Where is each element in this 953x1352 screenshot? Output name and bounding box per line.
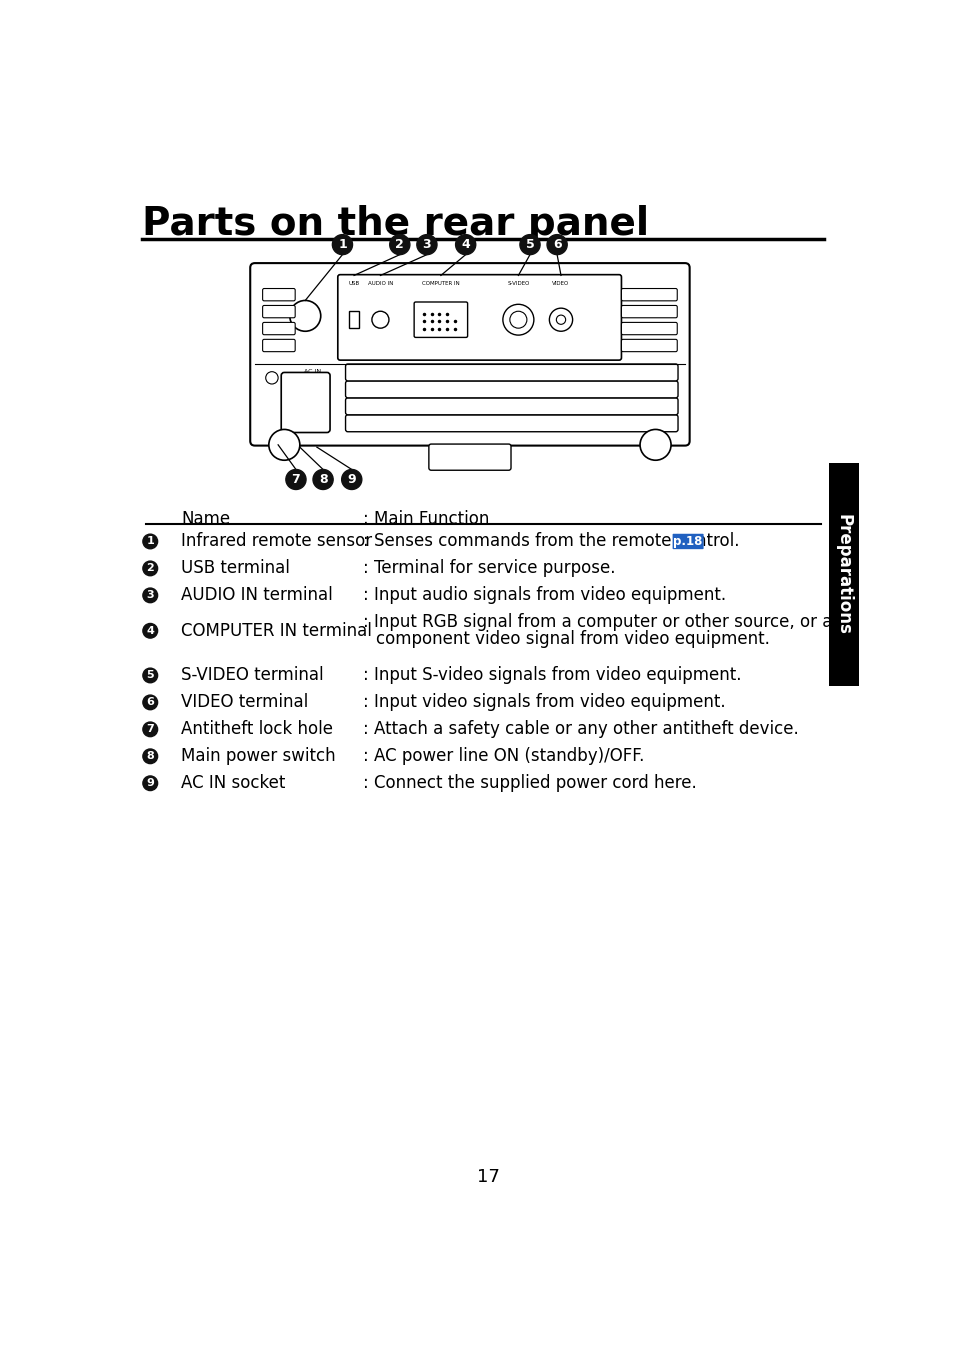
FancyBboxPatch shape bbox=[281, 372, 330, 433]
Text: : Input video signals from video equipment.: : Input video signals from video equipme… bbox=[363, 694, 725, 711]
Circle shape bbox=[266, 372, 278, 384]
Text: 1: 1 bbox=[337, 238, 347, 251]
Circle shape bbox=[143, 534, 157, 549]
Circle shape bbox=[556, 315, 565, 324]
Text: USB: USB bbox=[348, 281, 359, 285]
Circle shape bbox=[332, 235, 353, 254]
Text: : Connect the supplied power cord here.: : Connect the supplied power cord here. bbox=[363, 775, 697, 792]
Text: 4: 4 bbox=[461, 238, 470, 251]
FancyBboxPatch shape bbox=[672, 534, 703, 549]
Text: 1: 1 bbox=[146, 537, 154, 546]
Text: VIDEO: VIDEO bbox=[552, 281, 569, 285]
Circle shape bbox=[143, 588, 157, 603]
Text: AC IN: AC IN bbox=[304, 369, 321, 373]
FancyBboxPatch shape bbox=[414, 301, 467, 338]
Circle shape bbox=[456, 235, 476, 254]
Circle shape bbox=[286, 469, 306, 489]
FancyBboxPatch shape bbox=[620, 306, 677, 318]
Text: Main power switch: Main power switch bbox=[181, 748, 335, 765]
FancyBboxPatch shape bbox=[345, 364, 678, 381]
Bar bbox=[287, 397, 298, 408]
Text: p.18: p.18 bbox=[673, 535, 702, 548]
Text: AUDIO IN terminal: AUDIO IN terminal bbox=[181, 587, 333, 604]
Text: : Senses commands from the remote control.: : Senses commands from the remote contro… bbox=[363, 533, 740, 550]
Text: : AC power line ON (standby)/OFF.: : AC power line ON (standby)/OFF. bbox=[363, 748, 644, 765]
Text: : Main Function: : Main Function bbox=[363, 510, 489, 529]
Circle shape bbox=[549, 308, 572, 331]
Text: AC IN socket: AC IN socket bbox=[181, 775, 285, 792]
Text: : Input audio signals from video equipment.: : Input audio signals from video equipme… bbox=[363, 587, 726, 604]
FancyBboxPatch shape bbox=[262, 339, 294, 352]
FancyBboxPatch shape bbox=[345, 415, 678, 431]
FancyBboxPatch shape bbox=[348, 311, 359, 329]
Text: COMPUTER IN terminal: COMPUTER IN terminal bbox=[181, 622, 372, 639]
Text: 7: 7 bbox=[292, 473, 300, 485]
Circle shape bbox=[341, 469, 361, 489]
FancyBboxPatch shape bbox=[429, 443, 511, 470]
Text: Name: Name bbox=[181, 510, 230, 529]
Circle shape bbox=[143, 561, 157, 576]
Text: Parts on the rear panel: Parts on the rear panel bbox=[142, 204, 649, 242]
Circle shape bbox=[313, 469, 333, 489]
Circle shape bbox=[372, 311, 389, 329]
Bar bbox=[828, 462, 858, 685]
Text: 9: 9 bbox=[347, 473, 355, 485]
Text: 4: 4 bbox=[146, 626, 154, 635]
Text: 2: 2 bbox=[146, 564, 154, 573]
Circle shape bbox=[143, 623, 157, 638]
Circle shape bbox=[143, 695, 157, 710]
Text: VIDEO terminal: VIDEO terminal bbox=[181, 694, 308, 711]
FancyBboxPatch shape bbox=[620, 288, 677, 301]
Text: component video signal from video equipment.: component video signal from video equipm… bbox=[375, 630, 769, 648]
FancyBboxPatch shape bbox=[620, 322, 677, 335]
FancyBboxPatch shape bbox=[262, 306, 294, 318]
Circle shape bbox=[290, 300, 320, 331]
Circle shape bbox=[143, 749, 157, 764]
FancyBboxPatch shape bbox=[262, 288, 294, 301]
FancyBboxPatch shape bbox=[620, 339, 677, 352]
Text: 2: 2 bbox=[395, 238, 404, 251]
Text: : Attach a safety cable or any other antitheft device.: : Attach a safety cable or any other ant… bbox=[363, 721, 799, 738]
Text: : Terminal for service purpose.: : Terminal for service purpose. bbox=[363, 560, 616, 577]
Circle shape bbox=[502, 304, 534, 335]
Circle shape bbox=[416, 235, 436, 254]
Text: 5: 5 bbox=[525, 238, 534, 251]
Text: 17: 17 bbox=[477, 1168, 499, 1186]
Text: S-VIDEO terminal: S-VIDEO terminal bbox=[181, 667, 323, 684]
Text: Preparations: Preparations bbox=[834, 514, 852, 634]
Circle shape bbox=[143, 668, 157, 683]
Text: 3: 3 bbox=[146, 591, 153, 600]
Text: Infrared remote sensor: Infrared remote sensor bbox=[181, 533, 372, 550]
Text: 7: 7 bbox=[146, 725, 154, 734]
Circle shape bbox=[519, 235, 539, 254]
Circle shape bbox=[143, 722, 157, 737]
Text: 9: 9 bbox=[146, 779, 154, 788]
Text: 6: 6 bbox=[552, 238, 561, 251]
Text: : Input S-video signals from video equipment.: : Input S-video signals from video equip… bbox=[363, 667, 741, 684]
Circle shape bbox=[143, 776, 157, 791]
Circle shape bbox=[546, 235, 567, 254]
Text: USB terminal: USB terminal bbox=[181, 560, 290, 577]
Text: 8: 8 bbox=[146, 752, 154, 761]
FancyBboxPatch shape bbox=[345, 397, 678, 415]
FancyBboxPatch shape bbox=[337, 274, 620, 360]
Text: 5: 5 bbox=[146, 671, 153, 680]
Text: AUDIO IN: AUDIO IN bbox=[367, 281, 393, 285]
Circle shape bbox=[269, 430, 299, 460]
Text: 6: 6 bbox=[146, 698, 154, 707]
Text: Antitheft lock hole: Antitheft lock hole bbox=[181, 721, 333, 738]
Text: S-VIDEO: S-VIDEO bbox=[507, 281, 529, 285]
Text: 8: 8 bbox=[318, 473, 327, 485]
FancyBboxPatch shape bbox=[345, 381, 678, 397]
FancyBboxPatch shape bbox=[262, 322, 294, 335]
Circle shape bbox=[390, 235, 410, 254]
Text: 3: 3 bbox=[422, 238, 431, 251]
Text: COMPUTER IN: COMPUTER IN bbox=[421, 281, 459, 285]
Circle shape bbox=[509, 311, 526, 329]
FancyBboxPatch shape bbox=[250, 264, 689, 446]
Circle shape bbox=[639, 430, 670, 460]
Text: : Input RGB signal from a computer or other source, or a: : Input RGB signal from a computer or ot… bbox=[363, 614, 832, 631]
